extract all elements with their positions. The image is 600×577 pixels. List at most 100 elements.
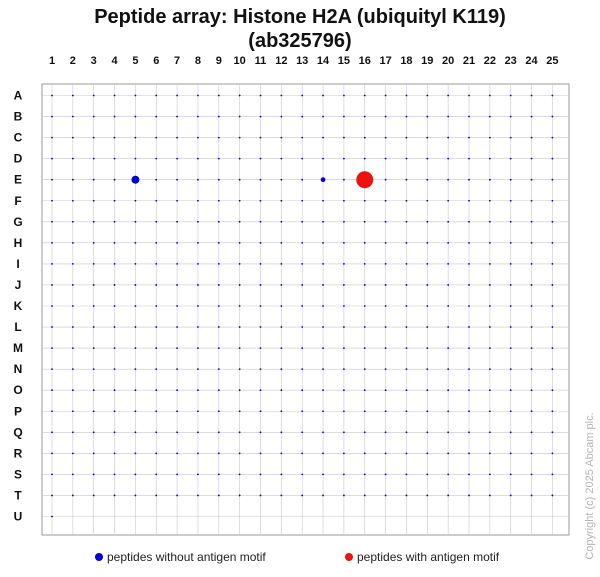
- peptide-dot: [71, 305, 74, 307]
- peptide-dot: [280, 136, 283, 139]
- peptide-dot: [551, 326, 554, 328]
- peptide-dot: [551, 241, 554, 244]
- peptide-dot: [363, 94, 366, 97]
- peptide-dot: [447, 241, 450, 244]
- peptide-dot: [301, 94, 304, 97]
- peptide-dot: [384, 157, 387, 160]
- peptide-dot: [509, 410, 512, 413]
- peptide-dot: [155, 220, 158, 223]
- peptide-dot: [488, 136, 491, 139]
- peptide-dot: [447, 473, 450, 476]
- col-label-21: 21: [463, 55, 475, 67]
- peptide-dot: [217, 473, 220, 476]
- peptide-dot: [322, 431, 324, 434]
- peptide-dot: [530, 452, 533, 455]
- col-label-11: 11: [255, 55, 267, 67]
- peptide-dot: [259, 263, 262, 265]
- peptide-dot: [134, 368, 137, 371]
- peptide-dot: [155, 136, 158, 139]
- peptide-dot: [71, 94, 74, 97]
- peptide-dot: [176, 157, 179, 160]
- peptide-dot: [238, 263, 241, 265]
- peptide-dot: [363, 220, 366, 223]
- peptide-dot: [176, 220, 179, 223]
- peptide-dot: [113, 368, 116, 371]
- peptide-dot: [301, 199, 304, 202]
- peptide-dot: [509, 136, 512, 139]
- row-label-I: I: [16, 257, 19, 271]
- peptide-dot: [405, 347, 408, 349]
- peptide-dot: [509, 473, 512, 476]
- peptide-dot: [551, 305, 554, 307]
- peptide-dot: [405, 136, 408, 139]
- peptide-dot: [71, 199, 74, 202]
- peptide-dot: [197, 284, 199, 286]
- peptide-dot: [363, 410, 366, 413]
- peptide-dot: [155, 347, 158, 349]
- peptide-dot: [113, 473, 116, 476]
- peptide-dot: [405, 94, 408, 97]
- peptide-dot: [384, 326, 387, 328]
- peptide-dot: [280, 494, 283, 497]
- peptide-dot: [51, 389, 53, 392]
- peptide-dot: [405, 284, 408, 286]
- peptide-dot: [92, 94, 95, 97]
- peptide-dot: [71, 263, 74, 265]
- peptide-dot: [280, 368, 283, 371]
- row-label-R: R: [14, 446, 23, 460]
- peptide-dot: [384, 368, 387, 371]
- peptide-dot: [301, 178, 304, 181]
- peptide-dot: [51, 347, 53, 349]
- peptide-dot: [280, 284, 283, 286]
- peptide-dot: [238, 473, 241, 476]
- peptide-dot: [92, 284, 95, 286]
- legend-label-without-motif: peptides without antigen motif: [107, 550, 266, 564]
- peptide-dot: [71, 389, 74, 392]
- peptide-dot: [405, 263, 408, 265]
- peptide-dot: [509, 305, 512, 307]
- peptide-dot: [551, 473, 554, 476]
- peptide-dot: [238, 241, 241, 244]
- peptide-dot: [343, 178, 345, 181]
- peptide-dot: [134, 326, 137, 328]
- peptide-dot: [301, 115, 304, 118]
- peptide-dot: [384, 305, 387, 307]
- peptide-dot: [343, 305, 345, 307]
- peptide-dot: [551, 263, 554, 265]
- peptide-dot: [197, 305, 199, 307]
- peptide-dot: [301, 305, 304, 307]
- peptide-dot: [301, 452, 304, 455]
- peptide-dot: [176, 326, 179, 328]
- peptide-dot: [343, 157, 345, 160]
- peptide-dot: [197, 410, 199, 413]
- peptide-dot: [384, 178, 387, 181]
- peptide-dot: [551, 157, 554, 160]
- peptide-dot: [551, 389, 554, 392]
- peptide-dot: [71, 136, 74, 139]
- row-label-P: P: [14, 404, 22, 418]
- peptide-dot: [363, 241, 366, 244]
- peptide-dot: [197, 220, 199, 223]
- peptide-dot: [301, 241, 304, 244]
- peptide-dot: [488, 241, 491, 244]
- peptide-dot: [322, 263, 324, 265]
- peptide-dot: [280, 263, 283, 265]
- row-label-J: J: [15, 278, 22, 292]
- col-label-9: 9: [216, 55, 222, 67]
- peptide-dot: [488, 220, 491, 223]
- peptide-dot: [363, 115, 366, 118]
- peptide-dot: [217, 115, 220, 118]
- peptide-dot: [426, 220, 429, 223]
- peptide-dot: [384, 115, 387, 118]
- peptide-dot: [259, 347, 262, 349]
- peptide-dot: [113, 410, 116, 413]
- peptide-dot: [322, 326, 324, 328]
- peptide-dot: [301, 326, 304, 328]
- peptide-dot: [113, 157, 116, 160]
- peptide-dot: [71, 410, 74, 413]
- peptide-dot: [176, 263, 179, 265]
- peptide-dot: [92, 178, 95, 181]
- peptide-dot: [363, 494, 366, 497]
- peptide-dot: [71, 431, 74, 434]
- peptide-dot: [405, 115, 408, 118]
